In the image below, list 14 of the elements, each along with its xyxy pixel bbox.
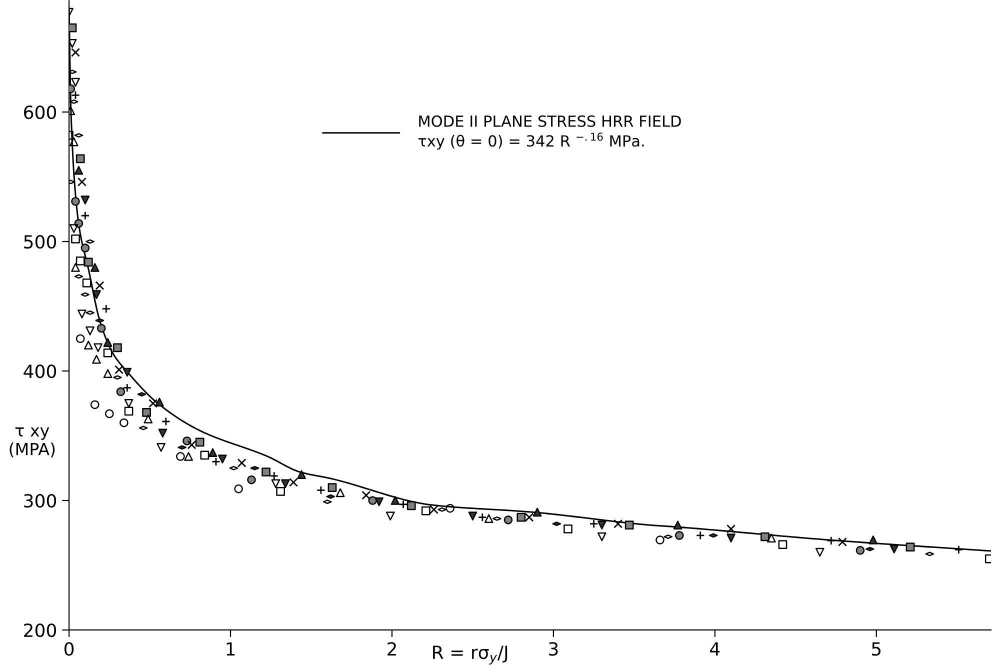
y-tick-label: 300 bbox=[24, 494, 56, 508]
x-tick-label: 4 bbox=[710, 642, 720, 656]
x-tick-label: 0 bbox=[64, 642, 74, 656]
legend-label: MODE II PLANE STRESS HRR FIELD τxy (θ = 0) = 342 R $^{−.16}$ MPa. bbox=[418, 115, 681, 150]
x-tick-label: 3 bbox=[549, 642, 558, 656]
y-tick-label: 500 bbox=[24, 234, 56, 249]
y-tick-label: 200 bbox=[24, 623, 56, 638]
x-axis-title: R = rσ$_{y}$/J bbox=[433, 646, 508, 664]
x-tick-label: 5 bbox=[872, 642, 881, 656]
x-tick-label: 1 bbox=[226, 642, 235, 656]
x-tick-label: 2 bbox=[388, 642, 396, 656]
y-tick-label: 400 bbox=[24, 364, 56, 378]
y-axis-title: τ xy (MPA) bbox=[10, 427, 55, 458]
y-tick-label: 600 bbox=[24, 105, 56, 120]
